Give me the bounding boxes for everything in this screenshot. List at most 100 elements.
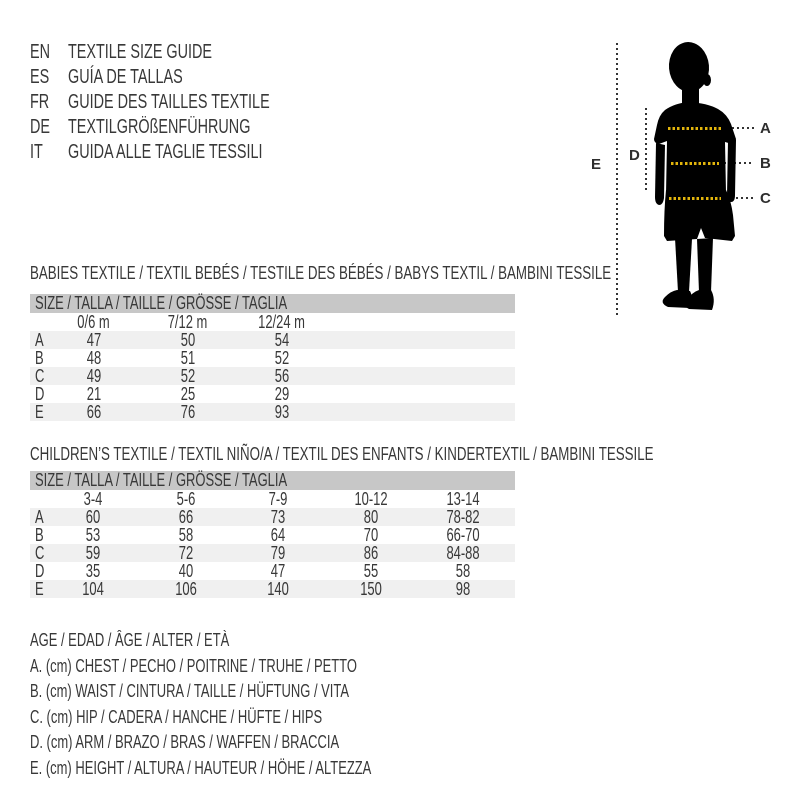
waist-leader-dots-b	[724, 162, 753, 164]
table-row-d: D 35 40 47 55 58	[30, 562, 515, 580]
legend-age: AGE / EDAD / ÂGE / ALTER / ETÀ	[30, 628, 504, 654]
language-row-de: DE TEXTILGRÖßENFÜHRUNG	[30, 115, 450, 140]
language-code: ES	[30, 66, 50, 88]
children-section-title-text: CHILDREN’S TEXTILE / TEXTIL NIÑO/A / TEX…	[30, 443, 654, 464]
cell-value: 53	[86, 526, 101, 544]
row-label: D	[35, 385, 45, 403]
language-code: DE	[30, 116, 51, 138]
column-header: 10-12	[354, 490, 388, 508]
chest-leader-dots-a	[727, 127, 754, 129]
row-label: E	[35, 580, 44, 598]
legend-arm-text: D. (cm) ARM / BRAZO / BRAS / WAFFEN / BR…	[30, 732, 340, 752]
column-header: 7/12 m	[168, 313, 208, 331]
cell-value: 66	[178, 508, 193, 526]
language-code: IT	[30, 141, 43, 163]
cell-value: 80	[363, 508, 378, 526]
figure-label-b: B	[760, 155, 771, 172]
cell-value: 49	[86, 367, 102, 385]
silhouette-right-arm	[727, 140, 736, 202]
cell-value: 86	[363, 544, 378, 562]
language-row-fr: FR GUIDE DES TAILLES TEXTILE	[30, 90, 450, 115]
cell-value: 106	[174, 580, 197, 598]
figure-label-e: E	[591, 156, 602, 173]
cell-value: 104	[82, 580, 105, 598]
legend-chest-text: A. (cm) CHEST / PECHO / POITRINE / TRUHE…	[30, 655, 357, 676]
table-row-e: E 104 106 140 150 98	[30, 580, 515, 598]
table-row-c: C 59 72 79 86 84-88	[30, 544, 515, 562]
table-row-a: A 60 66 73 80 78-82	[30, 508, 515, 526]
cell-value: 66	[86, 403, 102, 421]
language-row-es: ES GUÍA DE TALLAS	[30, 65, 450, 90]
row-label: C	[35, 544, 45, 562]
table-row-c: C 49 52 56	[30, 367, 515, 385]
cell-value: 52	[274, 349, 290, 367]
cell-value: 40	[178, 562, 193, 580]
cell-value: 98	[456, 580, 471, 598]
table-row-b: B 53 58 64 70 66-70	[30, 526, 515, 544]
row-label: D	[35, 562, 45, 580]
cell-value: 47	[86, 331, 102, 349]
silhouette-left-leg	[675, 238, 692, 292]
legend-chest: A. (cm) CHEST / PECHO / POITRINE / TRUHE…	[30, 654, 504, 680]
legend-height-text: E. (cm) HEIGHT / ALTURA / HAUTEUR / HÖHE…	[30, 757, 372, 778]
column-header: 5-6	[176, 490, 196, 508]
measurement-legend: AGE / EDAD / ÂGE / ALTER / ETÀ A. (cm) C…	[30, 628, 504, 781]
legend-age-text: AGE / EDAD / ÂGE / ALTER / ETÀ	[30, 630, 230, 650]
figure-label-d: D	[629, 147, 640, 164]
hip-measure-dash-c	[669, 196, 721, 200]
table-row-b: B 48 51 52	[30, 349, 515, 367]
table-row-a: A 47 50 54	[30, 331, 515, 349]
column-header: 12/24 m	[258, 313, 306, 331]
language-title: GUIDA ALLE TAGLIE TESSILI	[68, 141, 263, 163]
cell-value: 150	[359, 580, 382, 598]
cell-value: 48	[86, 349, 102, 367]
silhouette-shorts	[664, 190, 735, 241]
row-label: B	[35, 349, 44, 367]
silhouette-head	[668, 42, 710, 92]
children-section-title: CHILDREN’S TEXTILE / TEXTIL NIÑO/A / TEX…	[30, 444, 800, 464]
babies-column-header-row: 0/6 m 7/12 m 12/24 m	[30, 313, 515, 331]
cell-value: 78-82	[446, 508, 480, 526]
language-row-it: IT GUIDA ALLE TAGLIE TESSILI	[30, 140, 450, 165]
row-label: B	[35, 526, 44, 544]
legend-hip-text: C. (cm) HIP / CADERA / HANCHE / HÜFTE / …	[30, 706, 323, 727]
cell-value: 73	[271, 508, 286, 526]
cell-value: 58	[178, 526, 193, 544]
babies-section-title: BABIES TEXTILE / TEXTIL BEBÉS / TESTILE …	[30, 263, 800, 283]
cell-value: 140	[267, 580, 290, 598]
row-label: E	[35, 403, 44, 421]
language-title: TEXTILGRÖßENFÜHRUNG	[68, 116, 251, 138]
children-column-header-row: 3-4 5-6 7-9 10-12 13-14	[30, 490, 515, 508]
waist-measure-dash-b	[671, 161, 719, 165]
legend-waist-text: B. (cm) WAIST / CINTURA / TAILLE / HÜFTU…	[30, 681, 349, 701]
cell-value: 51	[180, 349, 196, 367]
silhouette-left-arm	[655, 143, 665, 205]
language-title: GUIDE DES TAILLES TEXTILE	[68, 91, 270, 113]
column-header: 0/6 m	[77, 313, 111, 331]
children-size-header-bar: SIZE / TALLA / TAILLE / GRÖSSE / TAGLIA	[30, 471, 515, 490]
column-header: 7-9	[268, 490, 288, 508]
column-header: 13-14	[446, 490, 480, 508]
cell-value: 79	[271, 544, 286, 562]
cell-value: 58	[456, 562, 471, 580]
legend-waist: B. (cm) WAIST / CINTURA / TAILLE / HÜFTU…	[30, 679, 504, 705]
table-row-d: D 21 25 29	[30, 385, 515, 403]
figure-label-a: A	[760, 120, 771, 137]
language-title: GUÍA DE TALLAS	[68, 66, 183, 88]
cell-value: 56	[274, 367, 290, 385]
cell-value: 60	[86, 508, 101, 526]
table-row-e: E 66 76 93	[30, 403, 515, 421]
silhouette-right-shoe	[684, 290, 714, 310]
cell-value: 54	[274, 331, 290, 349]
language-code: EN	[30, 41, 51, 63]
cell-value: 35	[86, 562, 101, 580]
silhouette-ear	[703, 74, 711, 86]
cell-value: 66-70	[446, 526, 480, 544]
legend-arm: D. (cm) ARM / BRAZO / BRAS / WAFFEN / BR…	[30, 730, 504, 756]
language-code: FR	[30, 91, 50, 113]
cell-value: 76	[180, 403, 196, 421]
children-size-header-text: SIZE / TALLA / TAILLE / GRÖSSE / TAGLIA	[35, 470, 288, 490]
silhouette-right-leg	[697, 238, 713, 292]
cell-value: 47	[271, 562, 286, 580]
